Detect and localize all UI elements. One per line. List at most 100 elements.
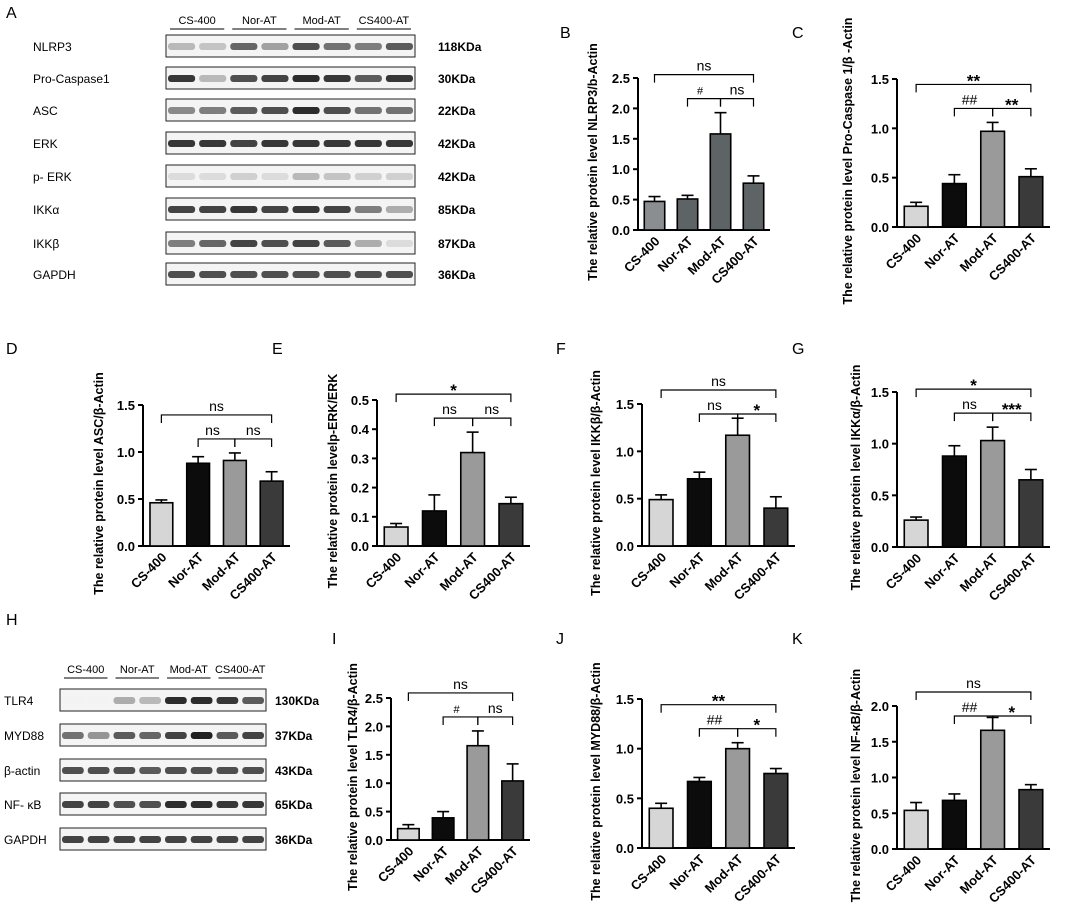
molecular-weight: 85KDa: [438, 203, 476, 217]
y-tick-label: 1.5: [616, 692, 634, 707]
blot-band: [385, 206, 413, 213]
significance-label: ns: [707, 397, 722, 413]
y-tick-label: 1.0: [871, 437, 889, 452]
blot-strip: [59, 758, 267, 782]
blot-band: [216, 836, 239, 843]
x-tick-label: CS-400: [882, 231, 924, 273]
y-tick-label: 0.3: [351, 451, 369, 466]
y-axis-label: The relative protein level IKKα/β-Actin: [849, 365, 863, 591]
y-tick-label: 2.5: [612, 71, 630, 86]
significance-label: *: [753, 716, 760, 735]
blot-strip: [165, 34, 416, 58]
blot-band: [230, 173, 258, 180]
significance-label: ns: [453, 676, 468, 692]
molecular-weight: 65KDa: [275, 798, 313, 812]
chart-g: G 0.0 0.5 1.0 1.5 The relative protein level …: [792, 341, 1050, 604]
bar: [222, 459, 248, 547]
blot-band: [292, 140, 320, 147]
y-tick-label: 1.5: [871, 385, 889, 400]
blot-band: [354, 206, 382, 213]
significance-label: **: [967, 71, 981, 90]
blot-band: [292, 43, 320, 50]
y-tick-label: 0.0: [351, 539, 369, 554]
blot-band: [168, 140, 196, 147]
molecular-weight: 130KDa: [275, 694, 319, 708]
blot-band: [323, 240, 351, 247]
significance-label: ns: [711, 373, 726, 389]
group-label: CS400-AT: [215, 664, 266, 676]
bar: [941, 455, 968, 548]
significance-bracket: [472, 417, 512, 427]
bar: [1018, 479, 1044, 548]
blot-band: [323, 107, 351, 114]
blot-band: [261, 206, 289, 213]
blot-band: [190, 697, 213, 704]
blot-band: [113, 801, 136, 808]
significance-label: ns: [484, 401, 499, 417]
blot-band: [168, 173, 196, 180]
y-axis-label: The relative protein level Pro-Caspase 1…: [841, 18, 855, 305]
y-axis-label: The relative protein level NLRP3/b-Actin: [586, 43, 600, 281]
blot-band: [62, 767, 84, 774]
bar: [1018, 175, 1044, 228]
blot-band: [261, 240, 289, 247]
significance-label: **: [712, 692, 726, 711]
blot-band: [139, 697, 161, 704]
significance-bracket: [953, 412, 994, 422]
bar: [498, 502, 524, 547]
blot-band: [354, 75, 382, 82]
protein-name: ASC: [33, 104, 58, 118]
significance-bracket: [160, 414, 273, 423]
bar: [686, 780, 713, 849]
bar: [643, 200, 666, 231]
y-tick-label: 2.5: [365, 691, 383, 706]
blot-band: [323, 43, 351, 50]
blot-band: [242, 767, 264, 774]
y-tick-label: 0.0: [871, 842, 889, 857]
blot-band: [385, 75, 413, 82]
significance-label: ns: [205, 422, 220, 438]
blot-band: [216, 767, 239, 774]
blot-band: [354, 271, 382, 278]
bar: [903, 205, 929, 228]
y-tick-label: 2.0: [365, 719, 383, 734]
blot-band: [385, 271, 413, 278]
bar: [185, 462, 211, 547]
y-tick-label: 2.0: [612, 101, 630, 116]
y-tick-label: 0.5: [871, 488, 889, 503]
protein-name: β-actin: [4, 764, 40, 778]
bar: [763, 772, 789, 849]
y-axis-label: The relative protein level IKKβ/β-Actin: [589, 370, 603, 596]
blot-strip: [165, 262, 416, 286]
blot-band: [165, 767, 187, 774]
group-label: CS-400: [178, 15, 215, 27]
blot-strip: [165, 98, 416, 122]
protein-name: GAPDH: [4, 833, 47, 847]
molecular-weight: 42KDa: [438, 170, 476, 184]
bar: [903, 519, 929, 548]
blot-band: [230, 75, 258, 82]
significance-label: ns: [488, 700, 503, 716]
panel-letter: K: [792, 631, 803, 648]
significance-label: *: [970, 376, 977, 395]
chart-e: E 0.0 0.1 0.2 0.3 0.4 0.5 The relative protein …: [272, 341, 530, 603]
blot-band: [323, 173, 351, 180]
panel-letter: H: [6, 612, 18, 629]
bar: [149, 501, 174, 547]
y-tick-label: 0.5: [365, 805, 383, 820]
y-tick-label: 0.5: [612, 193, 630, 208]
x-tick-label: CS-400: [128, 550, 170, 592]
blot-strip: [59, 827, 267, 851]
protein-name: IKKα: [33, 203, 59, 217]
significance-label: #: [697, 86, 704, 98]
y-tick-label: 1.0: [616, 742, 634, 757]
protein-name: IKKβ: [33, 237, 59, 251]
blot-band: [113, 732, 136, 739]
blot-strip: [165, 231, 416, 255]
y-tick-label: 0.0: [871, 220, 889, 235]
significance-bracket: [992, 412, 1032, 422]
protein-name: p- ERK: [33, 170, 72, 184]
y-tick-label: 1.0: [616, 444, 634, 459]
protein-name: NF- κB: [4, 798, 41, 812]
blot-band: [113, 767, 136, 774]
